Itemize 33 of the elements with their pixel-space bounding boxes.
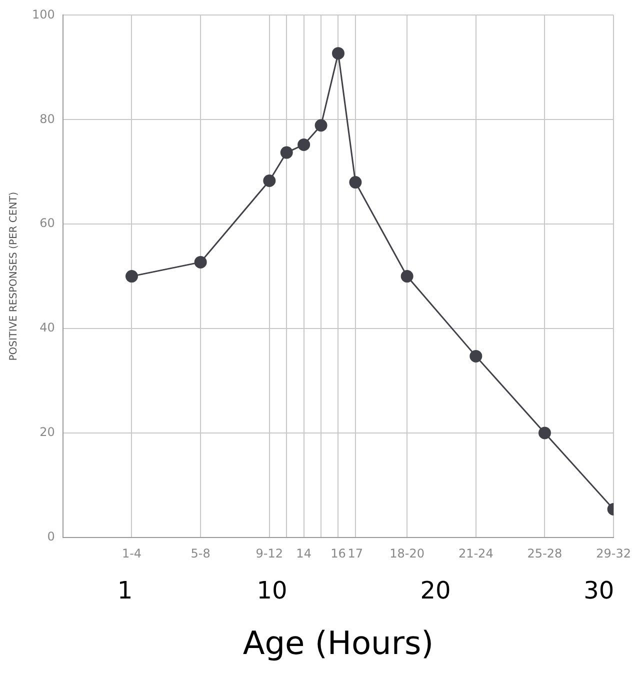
x-tick-label: 17 [348,546,364,561]
point [349,176,362,189]
x-tick-label: 9-12 [256,546,284,561]
x-tick-label: 29-32 [596,546,632,561]
x-tick-label: 18-20 [390,546,425,561]
x-tick-label: 21-24 [458,546,494,561]
point [298,138,310,151]
y-tick-label: 40 [40,320,55,335]
x2-tick-label: 20 [420,576,451,604]
point [314,119,328,132]
y-tick-label: 100 [32,7,55,22]
point [280,146,293,159]
y-tick-label: 0 [47,530,55,544]
x-tick-label: 5-8 [190,546,210,561]
point [538,426,551,440]
y-axis-title: POSITIVE RESPONSES (PER CENT) [8,192,20,361]
point [263,174,276,187]
x-tick-label: 25-28 [527,546,562,561]
x-tick-label: 1-4 [122,546,142,561]
point [194,256,207,268]
x-tick-label: 14 [296,546,312,561]
point [125,270,138,283]
x-tick-label: 16 [330,546,346,561]
point [400,270,414,283]
x-axis-title: Age (Hours) [242,624,434,662]
y-tick-label: 60 [40,216,55,230]
point [470,350,482,362]
point [332,47,344,60]
x2-tick-label: 10 [256,576,288,604]
x2-tick-label: 30 [584,576,614,604]
y-tick-label: 80 [40,112,55,126]
x2-tick-label: 1 [117,576,133,604]
y-tick-label: 20 [40,425,55,440]
